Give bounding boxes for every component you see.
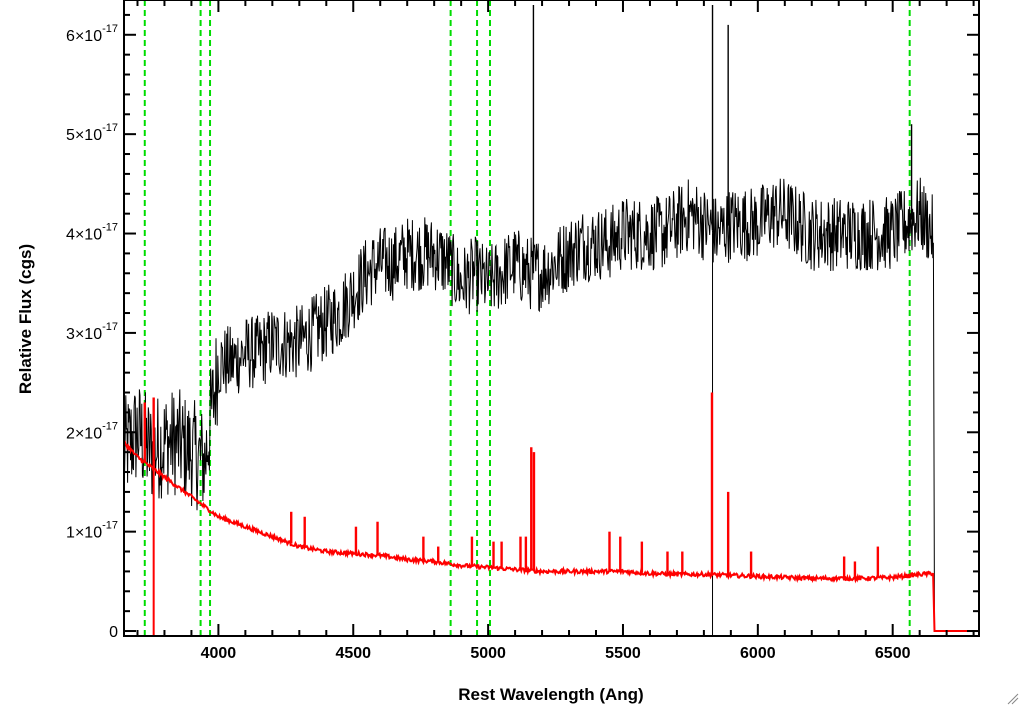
- y-tick-label-3: 3×10-17: [66, 321, 118, 343]
- y-tick-label-0: 0: [109, 624, 118, 641]
- plot-frame: [123, 0, 980, 637]
- x-tick-label-4000: 4000: [201, 645, 237, 662]
- y-axis-label: Relative Flux (cgs): [16, 244, 35, 394]
- x-tick-label-5000: 5000: [470, 645, 506, 662]
- x-tick-label-5500: 5500: [605, 645, 641, 662]
- y-tick-label-6: 6×10-17: [66, 23, 118, 45]
- observed-spectrum-group: [123, 4, 979, 636]
- model-spectrum-group: [123, 392, 979, 636]
- model-spectrum-line: [123, 440, 979, 632]
- reference-line-group: [143, 0, 911, 636]
- y-tick-label-2: 2×10-17: [66, 420, 118, 442]
- x-tick-label-4500: 4500: [335, 645, 371, 662]
- observed-spectrum-line: [123, 177, 979, 632]
- y-tick-label-5: 5×10-17: [66, 122, 118, 144]
- x-tick-label-6000: 6000: [740, 645, 776, 662]
- resize-grip-icon[interactable]: [1007, 693, 1019, 705]
- x-axis-label: Rest Wavelength (Ang): [458, 685, 643, 704]
- y-tick-label-4: 4×10-17: [66, 222, 118, 244]
- axes-group: 4000 4500 5000 5500 6000 6500 0 1×10-17 2×10-17 3…: [66, 0, 980, 662]
- x-tick-label-6500: 6500: [875, 645, 911, 662]
- y-tick-label-1: 1×10-17: [66, 520, 118, 542]
